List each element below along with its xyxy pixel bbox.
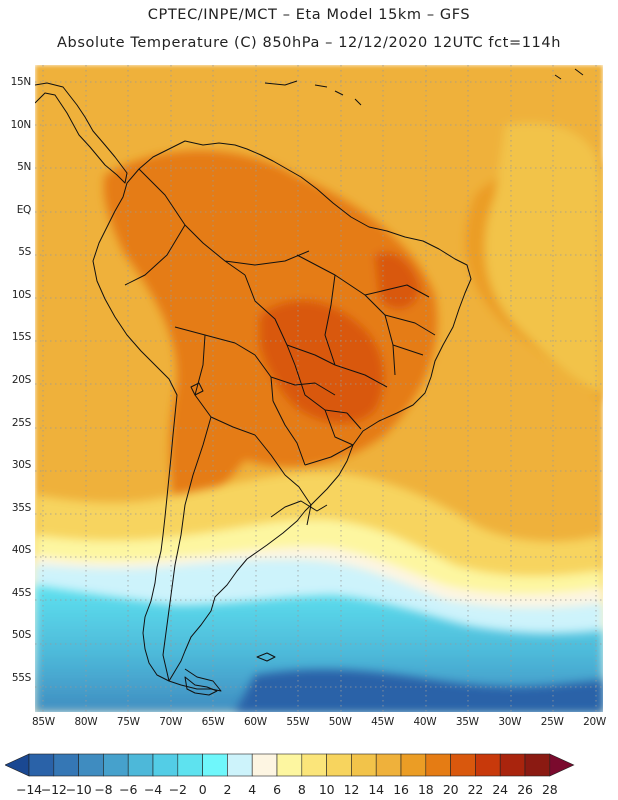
latitude-label: 5N (17, 161, 31, 174)
legend-label: 0 (198, 782, 207, 797)
legend-swatch (202, 753, 228, 777)
legend-label: 10 (318, 782, 335, 797)
legend-swatch (475, 753, 501, 777)
legend-swatch (326, 753, 352, 777)
longitude-label: 75W (116, 716, 140, 728)
legend-swatch (400, 753, 427, 777)
latitude-label: 40S (11, 544, 31, 557)
longitude-label: 70W (159, 716, 183, 728)
legend-swatch (425, 753, 451, 777)
lake-titicaca (190, 382, 204, 396)
legend-swatch (499, 753, 526, 777)
legend-swatch (28, 753, 55, 777)
latitude-label: 15N (10, 76, 32, 89)
latitude-label: 35S (11, 501, 31, 514)
legend-swatch (450, 753, 476, 777)
legend-swatch (227, 753, 253, 777)
temperature-map (35, 65, 603, 712)
field-core-22-24 (260, 300, 384, 424)
latitude-label: 30S (11, 459, 31, 472)
latitude-label: 50S (11, 629, 31, 642)
legend-swatch (375, 753, 402, 777)
legend-swatch (152, 753, 179, 777)
field-cold-south (35, 585, 603, 712)
legend-label: 20 (442, 782, 459, 797)
map-title-line-1: CPTEC/INPE/MCT – Eta Model 15km – GFS (147, 7, 471, 23)
latitude-label: 15S (11, 331, 31, 344)
legend-label: −4 (143, 782, 163, 797)
longitude-label: 60W (243, 716, 267, 728)
central-america-coast (35, 82, 128, 184)
longitude-label: 30W (498, 716, 522, 728)
legend-label: −14 (16, 782, 42, 797)
longitude-label: 25W (540, 716, 564, 728)
latitude-label: 25S (11, 416, 31, 429)
field-atlantic-14-16 (484, 122, 603, 395)
legend-label: 28 (542, 782, 558, 797)
uruguay-border (270, 500, 328, 518)
legend-swatch (103, 753, 129, 777)
latitude-label: 45S (11, 586, 31, 599)
legend-swatch-arrow-low (5, 753, 30, 777)
legend-label: 24 (492, 782, 508, 797)
field-core-east-22-24 (375, 252, 420, 309)
longitude-label: 80W (74, 716, 98, 728)
latitude-label: 10S (11, 288, 31, 301)
legend-swatch (177, 753, 203, 777)
longitude-label: 55W (286, 716, 310, 728)
legend-label: 14 (368, 782, 384, 797)
falkland-islands (256, 652, 276, 662)
legend-label: 16 (393, 782, 409, 797)
legend-label: −6 (119, 782, 138, 797)
legend-label: −10 (65, 782, 92, 797)
legend-swatch (351, 753, 377, 777)
legend-label: 22 (467, 782, 484, 797)
south-america-coast (92, 140, 472, 692)
latitude-label: 10N (10, 118, 32, 131)
longitude-label: 20W (583, 716, 606, 728)
legend-swatch (127, 753, 154, 777)
longitude-label: 50W (328, 716, 352, 728)
legend-swatch (524, 753, 551, 777)
longitude-label: 65W (201, 716, 225, 728)
longitude-label: 35W (455, 716, 479, 728)
latitude-label: 5S (18, 246, 31, 259)
legend-swatch (78, 753, 104, 777)
legend-label: 18 (418, 782, 434, 797)
longitude-label: 85W (32, 716, 55, 728)
legend-swatch (301, 753, 327, 777)
temperature-field (35, 65, 603, 712)
legend-label: 2 (223, 782, 232, 797)
country-borders (124, 168, 354, 682)
latitude-label: 55S (11, 671, 31, 684)
legend-label: 8 (297, 782, 306, 797)
state-borders (286, 254, 436, 446)
tierra-del-fuego (184, 676, 218, 696)
latitude-label: 20S (11, 373, 31, 386)
legend-label: −12 (40, 782, 67, 797)
legend-label: −8 (94, 782, 113, 797)
legend-swatch (251, 753, 278, 777)
legend-label: 12 (343, 782, 360, 797)
legend-swatch-arrow-high (549, 753, 575, 777)
legend-label: 6 (273, 782, 281, 797)
longitude-label: 40W (413, 716, 437, 728)
coastlines-and-borders (35, 68, 584, 696)
map-title-line-2: Absolute Temperature (C) 850hPa – 12/12/… (57, 35, 561, 51)
legend-swatch (53, 753, 79, 777)
legend-swatch (276, 753, 303, 777)
caribbean-islands (264, 68, 584, 106)
latitude-label: EQ (16, 203, 32, 216)
legend-label: 4 (248, 782, 257, 797)
legend-label: 26 (517, 782, 533, 797)
legend-label: −2 (168, 782, 187, 797)
longitude-label: 45W (371, 716, 394, 728)
